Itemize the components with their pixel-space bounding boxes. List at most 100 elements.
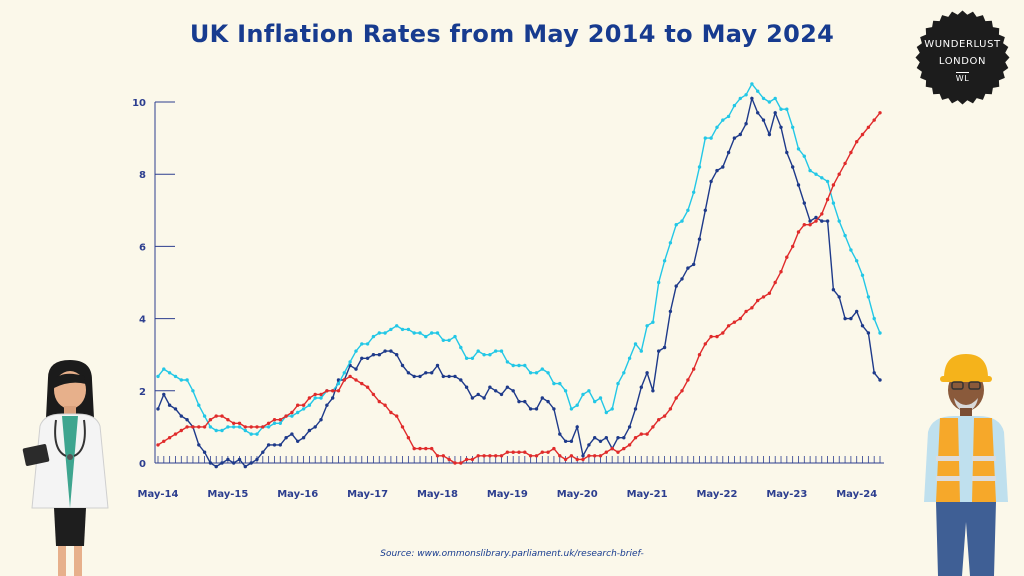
series-2-point xyxy=(802,154,806,158)
series-1-point xyxy=(173,407,178,411)
series-3-point xyxy=(290,410,294,415)
logo-line-3: WL xyxy=(955,72,970,83)
series-2-point xyxy=(645,324,649,328)
series-3-point xyxy=(726,324,731,328)
series-3-point xyxy=(779,270,783,274)
series-1-point xyxy=(167,403,172,407)
series-1-point xyxy=(703,208,707,212)
series-2-point xyxy=(179,378,183,382)
series-3-point xyxy=(528,454,533,458)
x-tick-label: May-18 xyxy=(417,489,458,500)
series-2-point xyxy=(878,331,882,335)
series-1-point xyxy=(220,461,224,465)
x-tick-label: May-16 xyxy=(277,489,318,500)
series-1-point xyxy=(732,136,737,140)
series-1-point xyxy=(511,389,515,393)
series-2-point xyxy=(488,353,492,357)
series-2-point xyxy=(232,425,236,429)
series-1-point xyxy=(726,150,731,155)
series-2-point xyxy=(400,327,405,332)
x-tick-label: May-19 xyxy=(487,489,528,500)
series-2-point xyxy=(435,331,440,335)
series-1-point xyxy=(860,324,865,328)
series-3-point xyxy=(220,414,224,418)
series-1-point xyxy=(430,371,434,375)
series-2-point xyxy=(476,349,480,353)
series-3-point xyxy=(505,450,510,454)
series-3-point xyxy=(715,334,719,339)
series-2-point xyxy=(697,165,702,169)
series-1-point xyxy=(622,436,626,440)
series-1-point xyxy=(290,432,294,436)
series-1-point xyxy=(744,122,748,126)
series-2-point xyxy=(319,396,323,400)
series-1-point xyxy=(563,439,568,443)
series-3-point xyxy=(377,399,381,404)
series-1-point xyxy=(581,454,585,458)
series-3-point xyxy=(820,212,824,216)
series-1-point xyxy=(616,436,620,440)
series-3-point xyxy=(802,223,806,227)
series-2-point xyxy=(185,378,189,382)
series-1-point xyxy=(156,407,160,411)
series-2-point xyxy=(639,349,643,353)
series-2-point xyxy=(651,320,655,324)
series-2-point xyxy=(365,342,370,346)
series-2-point xyxy=(214,428,218,433)
series-3-point xyxy=(255,425,259,429)
series-3-point xyxy=(773,280,777,285)
series-1-point xyxy=(750,96,754,101)
series-1-point xyxy=(307,428,312,433)
series-1-point xyxy=(464,385,469,389)
series-1-point xyxy=(284,436,288,440)
series-1-point xyxy=(674,284,678,288)
series-2-point xyxy=(703,136,707,140)
series-1-point xyxy=(662,345,667,350)
series-3-point xyxy=(185,425,189,429)
series-3-point xyxy=(191,425,195,429)
series-1-point xyxy=(226,457,230,462)
series-2-point xyxy=(167,371,172,375)
series-3-point xyxy=(569,454,574,458)
series-2-point xyxy=(342,371,346,375)
series-3-point xyxy=(325,389,329,393)
series-3-point xyxy=(162,439,166,443)
series-1-point xyxy=(261,450,265,454)
series-3-point xyxy=(791,244,795,249)
series-3-point xyxy=(697,353,702,357)
series-1-point xyxy=(214,464,218,469)
series-2-point xyxy=(249,432,253,436)
series-3-point xyxy=(494,454,498,458)
series-2-point xyxy=(756,89,760,93)
wunderlust-london-logo xyxy=(915,10,1010,105)
series-3-point xyxy=(534,454,539,458)
series-1-point xyxy=(412,374,416,379)
series-2-point xyxy=(336,381,341,386)
series-1-point xyxy=(633,407,638,411)
series-1-point xyxy=(360,356,364,360)
series-3-point xyxy=(738,316,742,321)
series-2-point xyxy=(540,367,544,371)
series-3-point xyxy=(721,331,725,335)
series-1-point xyxy=(232,461,236,465)
x-tick-label: May-15 xyxy=(207,489,248,500)
series-1-point xyxy=(802,201,806,205)
series-1-point xyxy=(365,356,370,360)
series-3-point xyxy=(464,457,469,462)
series-3-point xyxy=(243,425,247,429)
series-3-point xyxy=(301,403,306,407)
series-2-point xyxy=(482,353,486,357)
series-3-point xyxy=(581,457,585,462)
worker-illustration xyxy=(924,354,1008,576)
series-2-point xyxy=(447,338,451,342)
series-3-point xyxy=(855,140,859,144)
series-1-point xyxy=(814,215,818,220)
series-3-point xyxy=(470,457,475,462)
series-3-point xyxy=(237,421,242,425)
series-3-point xyxy=(482,454,486,458)
series-1-point xyxy=(278,443,282,447)
series-3-point xyxy=(459,461,463,465)
series-1-point xyxy=(162,392,166,397)
series-2-point xyxy=(459,345,463,350)
series-2-point xyxy=(598,396,603,400)
